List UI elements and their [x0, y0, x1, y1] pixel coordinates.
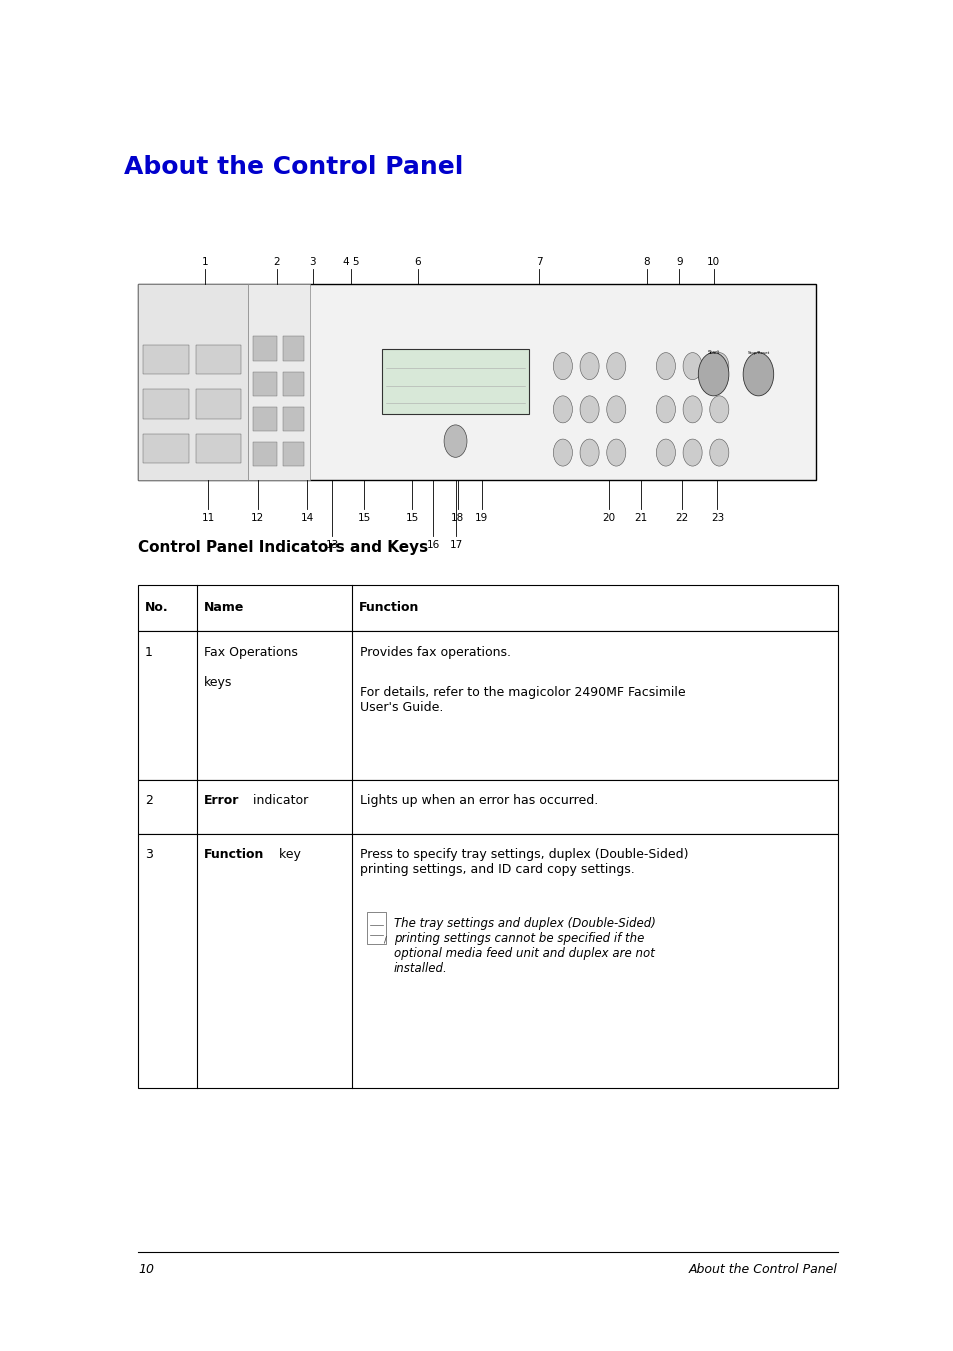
Bar [248, 284, 310, 480]
Text: /: / [384, 935, 387, 944]
Text: 19: 19 [475, 513, 488, 523]
Text: Control Panel Indicators and Keys: Control Panel Indicators and Keys [138, 540, 428, 555]
Bar [195, 389, 241, 419]
Text: Error: Error [204, 794, 239, 808]
Text: keys: keys [204, 676, 233, 689]
Bar [381, 349, 529, 413]
Text: For details, refer to the magicolor 2490MF Facsimile
User's Guide.: For details, refer to the magicolor 2490… [359, 686, 684, 715]
Text: 7: 7 [536, 258, 541, 267]
Bar [138, 284, 248, 480]
Text: 1: 1 [145, 646, 152, 659]
Text: Start: Start [707, 350, 719, 355]
Text: The tray settings and duplex (Double-Sided)
printing settings cannot be specifie: The tray settings and duplex (Double-Sid… [394, 917, 656, 975]
Text: 10: 10 [706, 258, 720, 267]
Circle shape [553, 439, 572, 466]
Text: About the Control Panel: About the Control Panel [124, 155, 463, 180]
Circle shape [682, 353, 701, 380]
Text: 14: 14 [300, 513, 314, 523]
Circle shape [606, 353, 625, 380]
Bar [138, 631, 837, 780]
Bar [253, 407, 276, 431]
Text: Function: Function [358, 601, 418, 615]
Bar [367, 912, 386, 944]
Circle shape [698, 353, 728, 396]
Text: 22: 22 [675, 513, 688, 523]
Text: 23: 23 [710, 513, 723, 523]
Text: indicator: indicator [249, 794, 308, 808]
Text: 11: 11 [201, 513, 214, 523]
Bar [283, 372, 304, 396]
Circle shape [742, 353, 773, 396]
Circle shape [606, 439, 625, 466]
Circle shape [606, 396, 625, 423]
Text: 20: 20 [601, 513, 615, 523]
Text: 16: 16 [426, 540, 439, 550]
Bar [195, 345, 241, 374]
Circle shape [682, 396, 701, 423]
Bar [283, 407, 304, 431]
Text: 15: 15 [357, 513, 371, 523]
Circle shape [444, 424, 467, 458]
Text: No.: No. [145, 601, 169, 615]
Bar [195, 434, 241, 463]
Text: Stop/Reset: Stop/Reset [746, 351, 769, 355]
Text: 3: 3 [145, 848, 152, 862]
Text: 13: 13 [325, 540, 338, 550]
Text: Lights up when an error has occurred.: Lights up when an error has occurred. [359, 794, 598, 808]
Circle shape [709, 396, 728, 423]
Text: 15: 15 [405, 513, 418, 523]
Bar [253, 442, 276, 466]
Text: 18: 18 [451, 513, 464, 523]
Circle shape [553, 396, 572, 423]
Text: 12: 12 [251, 513, 264, 523]
Text: 9: 9 [676, 258, 681, 267]
Circle shape [553, 353, 572, 380]
Text: Provides fax operations.: Provides fax operations. [359, 646, 510, 659]
Circle shape [579, 353, 598, 380]
Bar [143, 345, 189, 374]
Text: 4 5: 4 5 [342, 258, 359, 267]
Circle shape [656, 353, 675, 380]
Text: 17: 17 [449, 540, 462, 550]
Circle shape [656, 396, 675, 423]
Circle shape [656, 439, 675, 466]
Bar [283, 336, 304, 361]
Text: 8: 8 [643, 258, 649, 267]
Circle shape [579, 439, 598, 466]
Text: 1: 1 [202, 258, 208, 267]
Circle shape [709, 439, 728, 466]
Bar [138, 834, 837, 1088]
Circle shape [709, 353, 728, 380]
Bar [138, 284, 815, 480]
Text: Press to specify tray settings, duplex (Double-Sided)
printing settings, and ID : Press to specify tray settings, duplex (… [359, 848, 687, 877]
Text: 10: 10 [138, 1263, 154, 1277]
Bar [143, 434, 189, 463]
Text: 2: 2 [274, 258, 279, 267]
Bar [253, 372, 276, 396]
Bar [253, 336, 276, 361]
Text: key: key [274, 848, 300, 862]
Text: About the Control Panel: About the Control Panel [688, 1263, 837, 1277]
Circle shape [682, 439, 701, 466]
Text: 6: 6 [415, 258, 420, 267]
Text: 21: 21 [634, 513, 647, 523]
Bar [143, 389, 189, 419]
Text: Fax Operations: Fax Operations [204, 646, 297, 659]
Circle shape [579, 396, 598, 423]
Text: Name: Name [204, 601, 244, 615]
Text: Function: Function [204, 848, 264, 862]
Bar [283, 442, 304, 466]
Text: 2: 2 [145, 794, 152, 808]
Bar [138, 780, 837, 834]
Bar [138, 585, 837, 631]
Text: 3: 3 [310, 258, 315, 267]
